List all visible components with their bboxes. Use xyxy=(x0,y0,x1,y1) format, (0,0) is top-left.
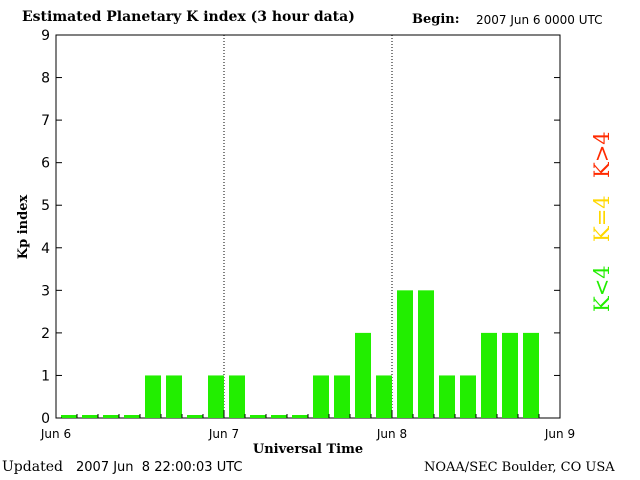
x-tick-label: Jun 6 xyxy=(40,427,71,441)
kp-bar xyxy=(229,375,245,418)
kp-bar xyxy=(61,415,77,418)
kp-bar xyxy=(418,290,434,418)
y-tick-label: 9 xyxy=(41,28,50,44)
kp-bar xyxy=(523,332,539,418)
y-tick-label: 0 xyxy=(41,411,50,427)
y-axis-label: Kp index xyxy=(16,195,31,260)
kp-bar xyxy=(397,290,413,418)
x-tick-label: Jun 8 xyxy=(376,427,407,441)
kp-bar xyxy=(103,415,119,418)
legend-mid: K=4 xyxy=(590,195,614,242)
kp-bar xyxy=(124,415,140,418)
y-tick-label: 2 xyxy=(41,326,50,342)
kp-bar xyxy=(439,375,455,418)
kp-bar xyxy=(334,375,350,418)
kp-bar xyxy=(292,415,308,418)
y-tick-label: 5 xyxy=(41,198,50,214)
kp-bar xyxy=(145,375,161,418)
kp-bar xyxy=(271,415,287,418)
chart-title: Estimated Planetary K index (3 hour data… xyxy=(22,9,355,25)
kp-bar xyxy=(82,415,98,418)
kp-bar xyxy=(355,332,371,418)
kp-bar xyxy=(208,375,224,418)
y-tick-label: 7 xyxy=(41,113,50,129)
kp-bar xyxy=(250,415,266,418)
x-tick-label: Jun 7 xyxy=(208,427,239,441)
x-axis-label: Universal Time xyxy=(253,442,363,457)
kp-bar xyxy=(502,332,518,418)
legend-low: K<4 xyxy=(590,265,614,312)
y-tick-label: 8 xyxy=(41,71,50,87)
updated-value: 2007 Jun 8 22:00:03 UTC xyxy=(76,460,243,475)
y-tick-label: 4 xyxy=(41,241,50,257)
kp-bar xyxy=(460,375,476,418)
x-tick-label: Jun 9 xyxy=(544,427,575,441)
begin-value: 2007 Jun 6 0000 UTC xyxy=(476,13,603,27)
kp-bar xyxy=(166,375,182,418)
y-tick-label: 1 xyxy=(41,368,50,384)
kp-bar xyxy=(376,375,392,418)
y-tick-label: 6 xyxy=(41,156,50,172)
legend-high: K>4 xyxy=(590,131,614,178)
begin-label: Begin: xyxy=(412,12,460,27)
kp-bar xyxy=(187,415,203,418)
updated-label: Updated xyxy=(2,459,63,475)
kp-bar xyxy=(481,332,497,418)
data-source: NOAA/SEC Boulder, CO USA xyxy=(424,460,615,475)
y-tick-label: 3 xyxy=(41,283,50,299)
kp-bar xyxy=(313,375,329,418)
